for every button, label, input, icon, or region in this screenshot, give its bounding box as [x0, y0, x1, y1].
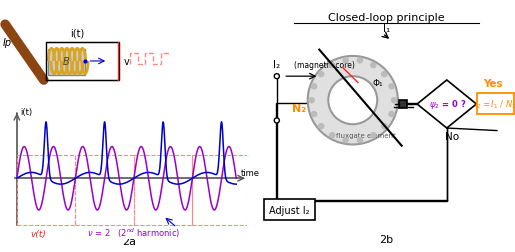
Text: Φ₁: Φ₁ — [372, 79, 383, 88]
Circle shape — [319, 124, 324, 129]
Text: Closed-loop principle: Closed-loop principle — [328, 13, 444, 23]
Circle shape — [382, 124, 387, 129]
Bar — [17, 155, 75, 225]
Text: 2a: 2a — [122, 236, 136, 246]
Circle shape — [389, 112, 394, 117]
Text: $\psi_2$ = 0 ?: $\psi_2$ = 0 ? — [430, 98, 467, 111]
Text: i(t): i(t) — [20, 107, 32, 116]
Text: No: No — [445, 132, 459, 142]
Circle shape — [309, 98, 314, 103]
Text: time: time — [241, 169, 260, 178]
Text: B: B — [62, 57, 69, 67]
Polygon shape — [417, 81, 476, 129]
Text: N₂: N₂ — [291, 103, 306, 113]
Circle shape — [329, 77, 377, 125]
FancyBboxPatch shape — [264, 199, 315, 220]
Text: I₁: I₁ — [383, 23, 390, 34]
FancyBboxPatch shape — [399, 100, 407, 109]
Circle shape — [357, 138, 363, 143]
Circle shape — [371, 133, 376, 138]
Text: 2b: 2b — [379, 234, 393, 244]
Circle shape — [343, 138, 348, 143]
Text: Yes: Yes — [483, 79, 503, 89]
Circle shape — [357, 58, 363, 64]
FancyBboxPatch shape — [477, 94, 514, 115]
Text: $I_2 = I_1\ /\ N_2$: $I_2 = I_1\ /\ N_2$ — [474, 98, 515, 111]
Bar — [75, 155, 134, 225]
Circle shape — [389, 84, 394, 89]
Text: $\nu$ = 2   (2$^{nd}$ harmonic): $\nu$ = 2 (2$^{nd}$ harmonic) — [87, 226, 180, 239]
Circle shape — [312, 84, 317, 89]
Circle shape — [343, 58, 348, 64]
Circle shape — [319, 72, 324, 77]
Circle shape — [274, 74, 279, 79]
Circle shape — [312, 112, 317, 117]
Text: fluxgate element: fluxgate element — [336, 132, 396, 138]
Circle shape — [330, 133, 335, 138]
Circle shape — [371, 63, 376, 68]
Circle shape — [307, 57, 398, 145]
Bar — [193, 155, 247, 225]
Text: Ip: Ip — [3, 37, 12, 47]
Circle shape — [382, 72, 387, 77]
Text: (magnetic core): (magnetic core) — [294, 61, 354, 70]
Text: v(t): v(t) — [30, 229, 46, 238]
Circle shape — [274, 118, 279, 123]
Text: v: v — [124, 57, 129, 67]
Circle shape — [391, 98, 397, 103]
Bar — [134, 155, 193, 225]
Text: I₂: I₂ — [273, 60, 280, 70]
Circle shape — [330, 63, 335, 68]
Text: Adjust I₂: Adjust I₂ — [269, 205, 310, 215]
FancyBboxPatch shape — [48, 50, 85, 76]
Text: i(t): i(t) — [70, 28, 84, 39]
